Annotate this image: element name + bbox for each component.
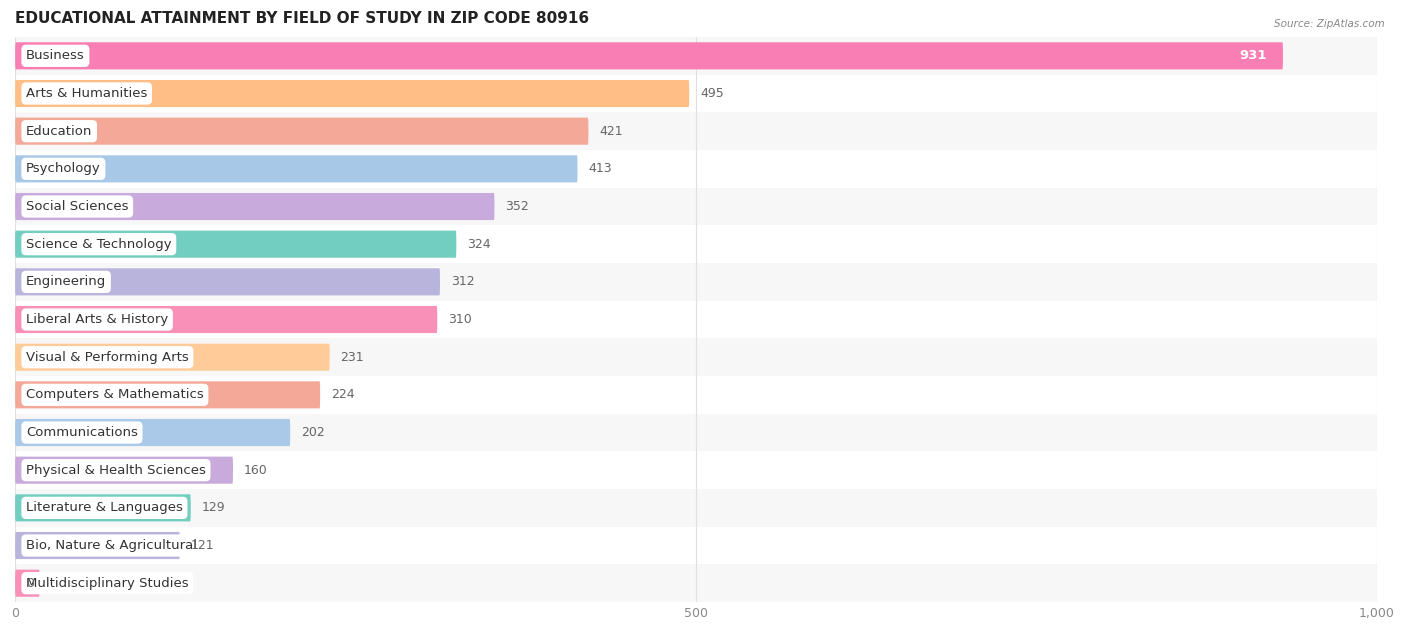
Bar [15,37,1376,74]
FancyBboxPatch shape [15,42,1284,69]
Text: Visual & Performing Arts: Visual & Performing Arts [25,351,188,363]
Bar [15,301,1376,338]
Text: Bio, Nature & Agricultural: Bio, Nature & Agricultural [25,539,197,552]
Text: Multidisciplinary Studies: Multidisciplinary Studies [25,577,188,590]
Bar [15,564,1376,602]
FancyBboxPatch shape [15,570,39,597]
Text: 202: 202 [301,426,325,439]
Bar [15,74,1376,112]
Bar [15,376,1376,414]
FancyBboxPatch shape [15,532,180,559]
Text: Physical & Health Sciences: Physical & Health Sciences [25,464,205,476]
Bar [15,414,1376,451]
Text: 129: 129 [201,502,225,514]
Text: 324: 324 [467,238,491,251]
FancyBboxPatch shape [15,230,457,257]
Text: 352: 352 [505,200,529,213]
FancyBboxPatch shape [15,381,321,408]
Bar [15,150,1376,187]
Text: Literature & Languages: Literature & Languages [25,502,183,514]
Text: 160: 160 [243,464,267,476]
Text: 931: 931 [1239,49,1267,62]
Text: Communications: Communications [25,426,138,439]
FancyBboxPatch shape [15,80,689,107]
Bar [15,225,1376,263]
Text: Source: ZipAtlas.com: Source: ZipAtlas.com [1274,19,1385,29]
FancyBboxPatch shape [15,344,329,371]
Text: 312: 312 [451,275,474,288]
FancyBboxPatch shape [15,457,233,484]
Bar [15,263,1376,301]
FancyBboxPatch shape [15,155,578,182]
Bar [15,112,1376,150]
Bar [15,489,1376,527]
Text: 0: 0 [25,577,34,590]
Text: Engineering: Engineering [25,275,107,288]
Text: 413: 413 [589,162,612,175]
FancyBboxPatch shape [15,268,440,295]
FancyBboxPatch shape [15,306,437,333]
Text: Computers & Mathematics: Computers & Mathematics [25,388,204,401]
Text: Arts & Humanities: Arts & Humanities [25,87,148,100]
Text: Business: Business [25,49,84,62]
Text: EDUCATIONAL ATTAINMENT BY FIELD OF STUDY IN ZIP CODE 80916: EDUCATIONAL ATTAINMENT BY FIELD OF STUDY… [15,11,589,26]
FancyBboxPatch shape [15,193,495,220]
Text: Liberal Arts & History: Liberal Arts & History [25,313,169,326]
Text: 495: 495 [700,87,724,100]
Text: Science & Technology: Science & Technology [25,238,172,251]
Text: Social Sciences: Social Sciences [25,200,128,213]
Text: 310: 310 [449,313,472,326]
FancyBboxPatch shape [15,494,191,521]
Text: 421: 421 [599,125,623,138]
Bar [15,451,1376,489]
Text: Psychology: Psychology [25,162,101,175]
Text: Education: Education [25,125,93,138]
Text: 231: 231 [340,351,364,363]
FancyBboxPatch shape [15,419,290,446]
FancyBboxPatch shape [15,117,589,144]
Bar [15,338,1376,376]
Bar [15,187,1376,225]
Bar [15,527,1376,564]
Text: 224: 224 [330,388,354,401]
Text: 121: 121 [191,539,214,552]
